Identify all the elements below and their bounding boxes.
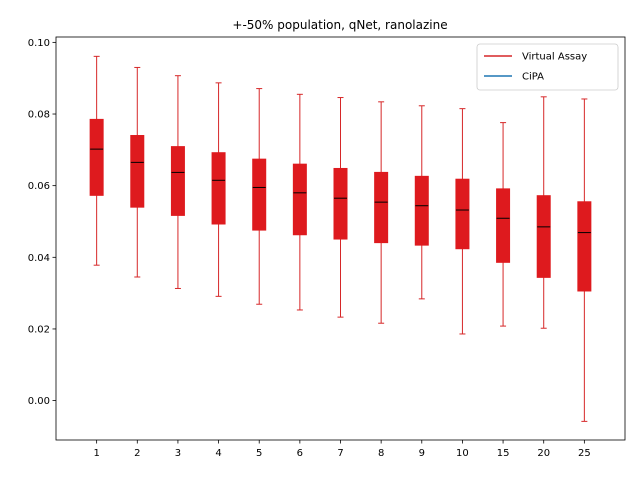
x-tick-label: 20	[537, 448, 550, 459]
iqr-box	[89, 118, 104, 196]
y-tick-label: 0.08	[28, 110, 50, 121]
x-tick-label: 10	[456, 448, 469, 459]
box-7	[333, 97, 348, 318]
y-tick-label: 0.06	[28, 181, 50, 192]
box-20	[536, 96, 551, 329]
x-tick-label: 5	[256, 448, 262, 459]
iqr-box	[252, 158, 267, 231]
box-6	[292, 93, 307, 311]
iqr-box	[292, 163, 307, 236]
legend: Virtual Assay CiPA	[476, 43, 619, 91]
iqr-box	[211, 152, 226, 225]
y-tick-label: 0.00	[28, 396, 50, 407]
box-10	[455, 108, 470, 335]
iqr-box	[130, 135, 145, 208]
plot-frame	[55, 36, 626, 441]
box-3	[170, 75, 185, 289]
box-2	[130, 66, 145, 278]
box-1	[89, 55, 104, 266]
iqr-box	[577, 201, 592, 292]
iqr-box	[374, 171, 389, 244]
boxes-layer	[89, 55, 592, 422]
iqr-box	[414, 175, 429, 246]
x-tick-label: 25	[578, 448, 591, 459]
x-tick-label: 2	[134, 448, 140, 459]
legend-label-2: CiPA	[522, 72, 544, 83]
box-8	[374, 101, 389, 324]
box-15	[496, 122, 511, 327]
y-tick-label: 0.04	[28, 253, 50, 264]
iqr-box	[536, 195, 551, 278]
x-tick-label: 15	[497, 448, 510, 459]
legend-box	[476, 43, 619, 91]
x-tick-label: 8	[378, 448, 384, 459]
box-9	[414, 105, 429, 300]
x-tick-label: 7	[337, 448, 343, 459]
iqr-box	[455, 178, 470, 250]
y-tick-label: 0.02	[28, 324, 50, 335]
legend-label-1: Virtual Assay	[522, 52, 587, 63]
x-axis: 1 2 3 4 5 6 7 8 9 10 15 20 25	[93, 440, 591, 459]
x-tick-label: 6	[297, 448, 303, 459]
x-tick-label: 3	[175, 448, 181, 459]
box-5	[252, 88, 267, 305]
iqr-box	[333, 167, 348, 240]
y-axis: 0.00 0.02 0.04 0.06 0.08 0.10	[28, 38, 56, 407]
iqr-box	[170, 146, 185, 216]
iqr-box	[496, 188, 511, 263]
box-4	[211, 82, 226, 297]
x-tick-label: 1	[93, 448, 99, 459]
y-tick-label: 0.10	[28, 38, 50, 49]
x-tick-label: 4	[215, 448, 221, 459]
chart-title: +-50% population, qNet, ranolazine	[232, 18, 447, 32]
box-25	[577, 98, 592, 422]
x-tick-label: 9	[419, 448, 425, 459]
